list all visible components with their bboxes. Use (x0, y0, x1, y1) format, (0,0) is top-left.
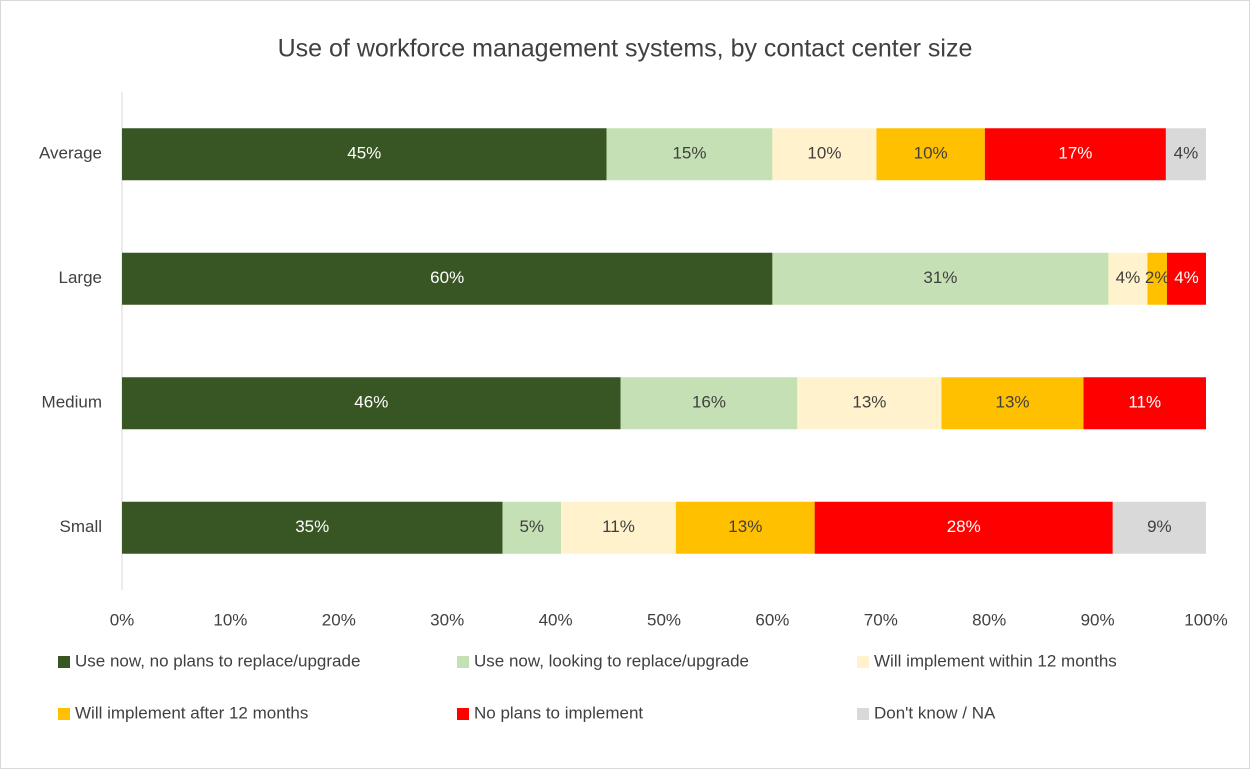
data-label: 45% (347, 144, 381, 163)
x-tick-label: 50% (647, 610, 681, 629)
data-label: 9% (1147, 517, 1172, 536)
legend-label: Use now, no plans to replace/upgrade (75, 651, 360, 670)
legend-swatch (457, 656, 469, 668)
legend-label: Don't know / NA (874, 703, 996, 722)
bar-segment (1166, 252, 1206, 305)
bar-segment (1165, 128, 1206, 181)
data-label: 60% (430, 268, 464, 287)
legend-swatch (857, 708, 869, 720)
bar-segment (122, 252, 773, 305)
x-tick-label: 90% (1081, 610, 1115, 629)
bar-segment (675, 501, 815, 554)
bar-segment (772, 128, 877, 181)
legend-swatch (857, 656, 869, 668)
bar-segment (122, 377, 621, 430)
bar-segment (1112, 501, 1206, 554)
bar-segment (606, 128, 773, 181)
data-label: 31% (923, 268, 957, 287)
bar-segment (122, 128, 607, 181)
bar-segment (1108, 252, 1148, 305)
x-tick-label: 20% (322, 610, 356, 629)
bar-segment (122, 501, 503, 554)
legend-label: Use now, looking to replace/upgrade (474, 651, 749, 670)
data-label: 11% (602, 517, 635, 536)
data-label: 4% (1174, 268, 1199, 287)
data-label: 13% (728, 517, 762, 536)
bar-segment (984, 128, 1166, 181)
bar-segment (797, 377, 942, 430)
chart-title: Use of workforce management systems, by … (278, 35, 973, 63)
bar-segment (772, 252, 1109, 305)
bar-segment (814, 501, 1113, 554)
x-tick-label: 60% (755, 610, 789, 629)
data-label: 4% (1116, 268, 1141, 287)
bar-segment (941, 377, 1084, 430)
bar-segment (1147, 252, 1167, 305)
y-tick-label: Medium (42, 393, 102, 412)
legend-swatch (58, 656, 70, 668)
data-label: 2% (1145, 268, 1170, 287)
x-tick-label: 100% (1184, 610, 1227, 629)
x-tick-label: 0% (110, 610, 135, 629)
data-label: 35% (295, 517, 329, 536)
x-tick-label: 10% (213, 610, 247, 629)
bar-segment (876, 128, 985, 181)
x-tick-label: 80% (972, 610, 1006, 629)
y-tick-label: Large (59, 268, 102, 287)
legend-label: No plans to implement (474, 703, 643, 722)
data-label: 17% (1058, 144, 1092, 163)
data-label: 10% (914, 144, 948, 163)
y-tick-label: Average (39, 144, 102, 163)
data-label: 13% (995, 393, 1029, 412)
x-tick-label: 40% (539, 610, 573, 629)
bar-segment (620, 377, 798, 430)
data-label: 46% (354, 393, 388, 412)
bar-segment (502, 501, 562, 554)
legend-swatch (457, 708, 469, 720)
data-label: 10% (807, 144, 841, 163)
bar-segment (561, 501, 676, 554)
data-label: 16% (692, 393, 726, 412)
data-label: 11% (1128, 393, 1161, 412)
x-tick-label: 30% (430, 610, 464, 629)
legend-label: Will implement after 12 months (75, 703, 308, 722)
bar-segment (1083, 377, 1206, 430)
y-tick-label: Small (59, 517, 102, 536)
data-label: 13% (852, 393, 886, 412)
legend-swatch (58, 708, 70, 720)
x-tick-label: 70% (864, 610, 898, 629)
data-label: 5% (519, 517, 544, 536)
legend-label: Will implement within 12 months (874, 651, 1117, 670)
data-label: 15% (672, 144, 706, 163)
data-label: 4% (1174, 144, 1199, 163)
data-label: 28% (947, 517, 981, 536)
